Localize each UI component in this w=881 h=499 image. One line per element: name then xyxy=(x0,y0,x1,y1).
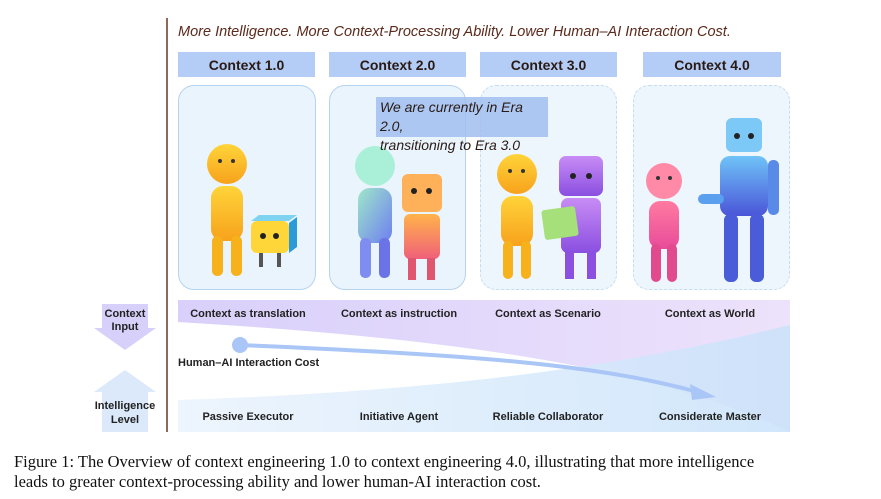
intelligence-level-label-line2: Level xyxy=(110,414,140,426)
side-arrows xyxy=(94,304,156,432)
figure-caption: Figure 1: The Overview of context engine… xyxy=(14,452,874,492)
context-input-item: Context as World xyxy=(664,308,756,320)
context-input-label-line1: Context xyxy=(104,308,146,320)
era-header-1: Context 1.0 xyxy=(178,52,315,77)
era-card-3 xyxy=(480,85,617,290)
human-instructing-robot-illustration xyxy=(355,146,442,280)
callout-line-2: transitioning to Era 3.0 xyxy=(380,137,521,153)
context-input-band xyxy=(178,300,790,432)
era-card-1 xyxy=(178,85,316,290)
context-intelligence-band xyxy=(178,300,790,432)
current-era-callout: We are currently in Era 2.0, transitioni… xyxy=(376,97,548,153)
intelligence-level-label-line1: Intelligence xyxy=(94,400,156,412)
context-input-label: Context Input xyxy=(92,308,158,334)
caption-line-2: leads to greater context-processing abil… xyxy=(14,472,541,491)
interaction-cost-label: Human–AI Interaction Cost xyxy=(178,357,320,369)
intelligence-level-item: Considerate Master xyxy=(658,411,762,423)
arrow-head-icon xyxy=(690,384,716,400)
context-input-item: Context as instruction xyxy=(340,308,458,320)
context-input-item: Context as Scenario xyxy=(495,308,601,320)
intelligence-level-item: Passive Executor xyxy=(202,411,294,423)
intelligence-level-item: Reliable Collaborator xyxy=(492,411,604,423)
context-input-label-line2: Input xyxy=(111,321,139,333)
era-header-2: Context 2.0 xyxy=(329,52,466,77)
human-collaborating-robot-illustration xyxy=(497,154,603,279)
era-card-4 xyxy=(633,85,790,290)
human-thinking-with-robot-illustration xyxy=(207,144,297,276)
intelligence-level-item: Initiative Agent xyxy=(359,411,439,423)
up-arrow-icon xyxy=(94,370,156,432)
down-arrow-icon xyxy=(94,304,156,350)
callout-line-1: We are currently in Era 2.0, xyxy=(380,99,523,134)
divider-line xyxy=(166,18,168,432)
intelligence-level-label: Intelligence Level xyxy=(88,399,162,427)
interaction-cost-arrow xyxy=(239,343,699,394)
era-header-3: Context 3.0 xyxy=(480,52,617,77)
figure-headline: More Intelligence. More Context-Processi… xyxy=(178,24,731,40)
intelligence-level-band xyxy=(178,325,790,432)
caption-line-1: Figure 1: The Overview of context engine… xyxy=(14,452,755,471)
context-input-item: Context as translation xyxy=(190,308,306,320)
era-header-4: Context 4.0 xyxy=(643,52,781,77)
human-shaking-hands-with-robot-illustration xyxy=(646,118,779,282)
